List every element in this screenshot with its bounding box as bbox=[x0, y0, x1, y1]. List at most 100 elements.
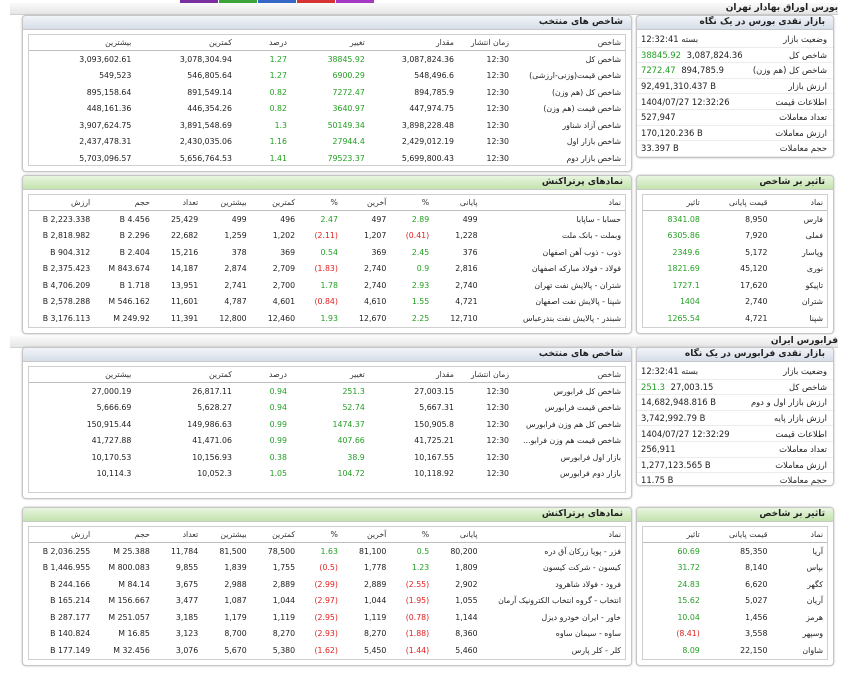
summary-value-cell: 7272.47 894,785.9 bbox=[637, 62, 745, 79]
summary-value: 1,277,123.565 B bbox=[641, 459, 711, 470]
cell-value: 2,889 bbox=[364, 579, 387, 589]
cell-value: 5,670 bbox=[224, 645, 247, 655]
table-row: بازار اول فرابورس 12:30 10,167.55 38.9 0.38 1… bbox=[29, 449, 625, 466]
cell-value: 78,500 bbox=[267, 546, 296, 556]
summary-row: ارزش معاملات 1,277,123.565 B bbox=[637, 457, 833, 474]
table-row: حسابا - ساپابا 499 2.89 497 2.47 496 499 25,429… bbox=[29, 211, 625, 228]
cell-value: 800.083 M bbox=[108, 563, 150, 573]
cell-value: 27,003.15 bbox=[414, 386, 454, 396]
indices-table: شاخص زمان انتشار مقدار تغییر درصد کمترین بیشتر… bbox=[29, 35, 625, 167]
table-frame: نماد قیمت پایانی تاثیر فارس 8,950 8341.08 فملی… bbox=[642, 194, 828, 328]
cell-value: 85,350 bbox=[740, 546, 768, 556]
summary-change: 7272.47 bbox=[641, 65, 676, 76]
cell-value: 5,667.31 bbox=[419, 403, 454, 413]
row-name: کگهر bbox=[807, 579, 823, 589]
cell-value: 2,874 bbox=[224, 264, 247, 274]
cell-value: 12,800 bbox=[219, 313, 247, 323]
cell-value: 4,706.209 B bbox=[42, 280, 91, 290]
row-name: شبندر - پالایش نفت بندرعباس bbox=[523, 313, 621, 323]
row-name: حسابا - ساپابا bbox=[576, 214, 621, 224]
summary-row: شاخص کل (هم وزن) 7272.47 894,785.9 bbox=[637, 62, 833, 79]
panel-header: نمادهای پرتراکنش bbox=[23, 508, 631, 522]
cell-value: 2,818.982 B bbox=[42, 231, 91, 241]
row-name: شاخص کل هم وزن فرابورس bbox=[525, 419, 621, 429]
summary-label: وضعیت بازار bbox=[745, 32, 833, 48]
table-row: فرود - فولاد شاهرود 2,902 (2.55) 2,889 (2.99… bbox=[29, 576, 625, 593]
summary-value-cell: 92,491,310.437 B bbox=[637, 78, 745, 95]
cell-value: 12:30 bbox=[486, 436, 510, 446]
panel-header: نمادهای پرتراکنش bbox=[23, 176, 631, 190]
cell-value: 894,785.9 bbox=[414, 87, 454, 97]
column-header: % bbox=[390, 195, 434, 211]
table-row: فملی 7,920 6305.86 bbox=[643, 228, 827, 245]
summary-panel: بازار نقدی فرابورس در یک نگاه وضعیت بازار… bbox=[636, 347, 834, 486]
summary-label: اطلاعات قیمت bbox=[745, 425, 833, 442]
cell-value: 843.674 M bbox=[108, 264, 150, 274]
column-header: بیشترین bbox=[202, 527, 251, 543]
cell-value: 3,477 bbox=[175, 596, 199, 606]
impact-table: نماد قیمت پایانی تاثیر فارس 8,950 8341.08 فملی… bbox=[643, 195, 827, 327]
table-row: تاپیکو 17,620 1727.1 bbox=[643, 277, 827, 294]
cell-value: 546,805.64 bbox=[187, 71, 232, 81]
cell-value: 2,741 bbox=[224, 280, 247, 290]
table-frame: نماد پایانی% آخرین% کمترین بیشترین تعداد حجم ار… bbox=[28, 526, 626, 660]
column-header: بیشترین bbox=[202, 195, 251, 211]
cell-value: 25.388 M bbox=[113, 546, 150, 556]
cell-value: 1,179 bbox=[224, 612, 247, 622]
cell-value: 1.63 bbox=[320, 546, 338, 556]
cell-value: (2.55) bbox=[405, 579, 430, 589]
top-tab[interactable] bbox=[258, 0, 296, 3]
cell-value: 45,120 bbox=[740, 264, 768, 274]
top-tab[interactable] bbox=[297, 0, 335, 3]
column-header: % bbox=[390, 527, 434, 543]
cell-value: 10,052.3 bbox=[197, 469, 232, 479]
cell-value: 5,699,800.43 bbox=[401, 153, 454, 163]
column-header: نماد bbox=[481, 527, 625, 543]
cell-value: 2,375.423 B bbox=[42, 264, 91, 274]
cell-value: 1,119 bbox=[364, 612, 387, 622]
cell-value: 12:30 bbox=[486, 87, 510, 97]
column-header: قیمت پایانی bbox=[703, 527, 772, 543]
row-name: ساوه - سیمان ساوه bbox=[555, 629, 621, 639]
column-header: % bbox=[299, 195, 342, 211]
summary-value-cell: 38845.92 3,087,824.36 bbox=[637, 47, 745, 64]
column-header: مقدار bbox=[368, 367, 458, 383]
active-panel: نمادهای پرتراکنش نماد پایانی% آخرین% کمترین ب… bbox=[22, 175, 632, 334]
cell-value: 2,988 bbox=[224, 579, 247, 589]
cell-value: 24.83 bbox=[677, 579, 700, 589]
cell-value: 17,620 bbox=[740, 280, 768, 290]
top-tab[interactable] bbox=[336, 0, 374, 3]
row-name: شاخص کل فرابورس bbox=[553, 386, 621, 396]
cell-value: (0.5) bbox=[319, 563, 338, 573]
table-row: شاخص بازار اول 12:30 2,429,012.19 27944.4 1.… bbox=[29, 134, 625, 151]
column-header: تاثیر bbox=[643, 527, 704, 543]
cell-value: 1,207 bbox=[364, 231, 387, 241]
cell-value: 16.85 M bbox=[118, 629, 150, 639]
cell-value: 26,817.11 bbox=[192, 386, 232, 396]
cell-value: 8.09 bbox=[682, 645, 700, 655]
cell-value: 1727.1 bbox=[672, 280, 700, 290]
cell-value: 378 bbox=[231, 247, 247, 257]
column-header: تغییر bbox=[290, 35, 369, 51]
cell-value: 31.72 bbox=[677, 563, 700, 573]
cell-value: 3,891,548.69 bbox=[179, 120, 232, 130]
summary-value: 1404/07/27 12:32:26 bbox=[641, 96, 730, 107]
cell-value: 12:30 bbox=[486, 71, 510, 81]
cell-value: 8,700 bbox=[224, 629, 247, 639]
column-header: درصد bbox=[235, 367, 291, 383]
table-row: شتران - پالایش نفت تهران 2,740 2.93 2,740 1.… bbox=[29, 277, 625, 294]
top-tab[interactable] bbox=[219, 0, 257, 3]
cell-value: 1,087 bbox=[224, 596, 247, 606]
cell-value: 3,123 bbox=[175, 629, 199, 639]
cell-value: 369 bbox=[371, 247, 387, 257]
table-row: وپاسار 5,172 2349.6 bbox=[643, 244, 827, 261]
cell-value: 2.89 bbox=[411, 214, 430, 224]
cell-value: 7,920 bbox=[745, 231, 768, 241]
cell-value: 1265.54 bbox=[667, 313, 700, 323]
summary-table: وضعیت بازار بسته 12:32:41 شاخص کل 251.3 27,… bbox=[637, 364, 833, 485]
cell-value: 1.27 bbox=[269, 54, 287, 64]
cell-value: 2,740 bbox=[745, 297, 768, 307]
top-tab[interactable] bbox=[180, 0, 218, 3]
row-name: آریا bbox=[812, 546, 823, 556]
summary-row: ارزش بازار اول و دوم 14,682,948.816 B bbox=[637, 394, 833, 411]
